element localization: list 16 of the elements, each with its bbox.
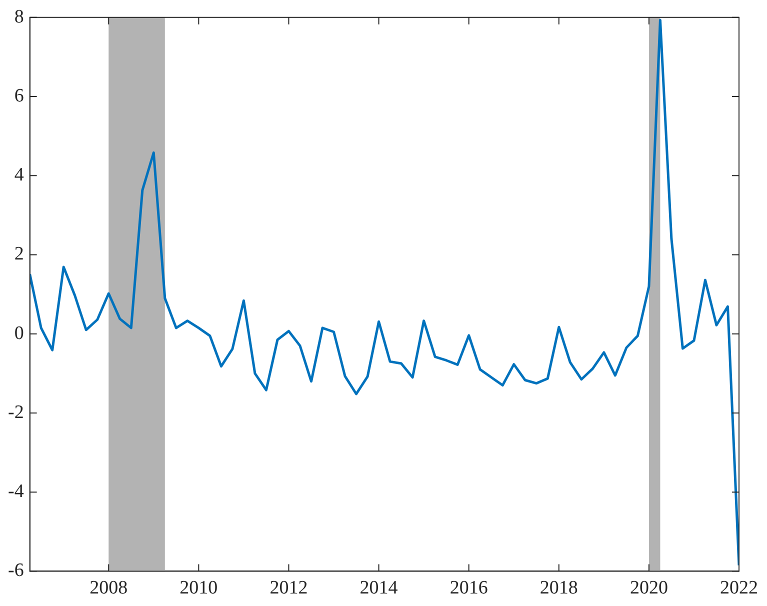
y-tick-label: -4 [8, 481, 24, 502]
y-tick-label: 8 [14, 6, 24, 28]
y-tick-label: 4 [14, 164, 24, 186]
y-tick-label: -6 [8, 560, 24, 582]
x-tick-label: 2020 [630, 578, 668, 599]
x-tick-label: 2016 [450, 578, 488, 599]
y-tick-label: -2 [8, 402, 24, 423]
y-tick-label: 6 [14, 86, 24, 106]
x-tick-label: 2022 [720, 578, 758, 599]
x-tick-label: 2010 [180, 578, 218, 599]
x-tick-label: 2012 [270, 578, 308, 599]
y-tick-label: 0 [14, 322, 24, 344]
x-tick-label: 2018 [540, 578, 578, 599]
x-tick-label: 2008 [90, 578, 128, 599]
x-tick-label: 2014 [360, 578, 398, 599]
y-tick-label: 2 [14, 244, 24, 265]
